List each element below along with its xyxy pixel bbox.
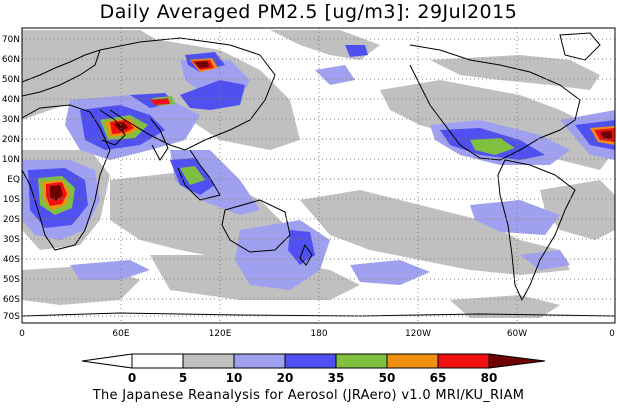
africa-coast — [22, 104, 111, 251]
lat-label: 20S — [3, 215, 20, 225]
footer-credit: The Japanese Reanalysis for Aerosol (JRA… — [92, 388, 525, 403]
lat-label: 10N — [2, 155, 20, 165]
lon-label: 180 — [310, 329, 327, 339]
antarctica-coast — [22, 312, 615, 317]
colorbar-tick-label: 0 — [128, 371, 136, 385]
lat-label: 70S — [3, 312, 20, 322]
coastlines — [22, 32, 615, 317]
pm25-level-20-35 — [28, 45, 615, 265]
greenland-coast — [559, 32, 601, 61]
seasia-coast — [177, 149, 221, 201]
lat-label: 60S — [3, 295, 20, 305]
colorbar-tick-label: 35 — [328, 371, 345, 385]
australia-coast — [221, 199, 291, 253]
lat-label: 40S — [3, 255, 20, 265]
lon-label: 60E — [112, 329, 129, 339]
colorbar-arrow-low — [81, 353, 133, 369]
lon-label: 0 — [609, 329, 615, 339]
lat-label: 30S — [3, 235, 20, 245]
colorbar-tick-label: 5 — [179, 371, 187, 385]
map-frame — [21, 27, 616, 324]
arabia-coast — [99, 109, 126, 146]
colorbar-swatch — [284, 353, 337, 369]
colorbar-swatch — [131, 353, 184, 369]
lat-label: EQ — [7, 175, 20, 185]
colorbar-swatch — [233, 353, 286, 369]
india-coast — [149, 117, 169, 161]
colorbar-tick-label: 50 — [379, 371, 396, 385]
colorbar-tick-label: 10 — [226, 371, 243, 385]
colorbar-tick-label: 80 — [481, 371, 498, 385]
latitude-labels: 70N 60N 50N 40N 30N 20N 10N EQ 10S 20S 3… — [2, 35, 20, 322]
lon-label: 120E — [209, 329, 232, 339]
colorbar-tick-labels: 0 5 10 20 35 50 65 80 — [128, 371, 498, 385]
lat-label: 70N — [2, 35, 20, 45]
north-america-coast — [409, 44, 581, 161]
asia-coast — [99, 37, 276, 151]
lat-label: 10S — [3, 195, 20, 205]
lon-label: 60W — [507, 329, 527, 339]
south-america-coast — [497, 159, 576, 302]
lon-label: 120W — [405, 329, 431, 339]
colorbar — [81, 353, 546, 369]
map-title: Daily Averaged PM2.5 [ug/m3]: 29Jul2015 — [99, 1, 518, 23]
lat-label: 20N — [2, 135, 20, 145]
longitude-labels: 0 60E 120E 180 120W 60W 0 — [19, 329, 615, 339]
pm25-level-over-80 — [50, 61, 612, 201]
lat-label: 50S — [3, 275, 20, 285]
colorbar-swatch — [335, 353, 388, 369]
colorbar-swatch — [182, 353, 235, 369]
pm25-shading — [22, 30, 615, 318]
colorbar-swatch — [437, 353, 490, 369]
colorbar-arrow-high — [488, 353, 546, 369]
colorbar-tick-label: 20 — [277, 371, 294, 385]
lon-label: 0 — [19, 329, 25, 339]
lat-label: 50N — [2, 75, 20, 85]
lat-label: 30N — [2, 115, 20, 125]
colorbar-swatch — [386, 353, 439, 369]
lat-label: 60N — [2, 55, 20, 65]
lat-label: 40N — [2, 95, 20, 105]
nz-coast — [299, 243, 313, 266]
colorbar-tick-label: 65 — [430, 371, 447, 385]
map-grid — [22, 28, 615, 323]
